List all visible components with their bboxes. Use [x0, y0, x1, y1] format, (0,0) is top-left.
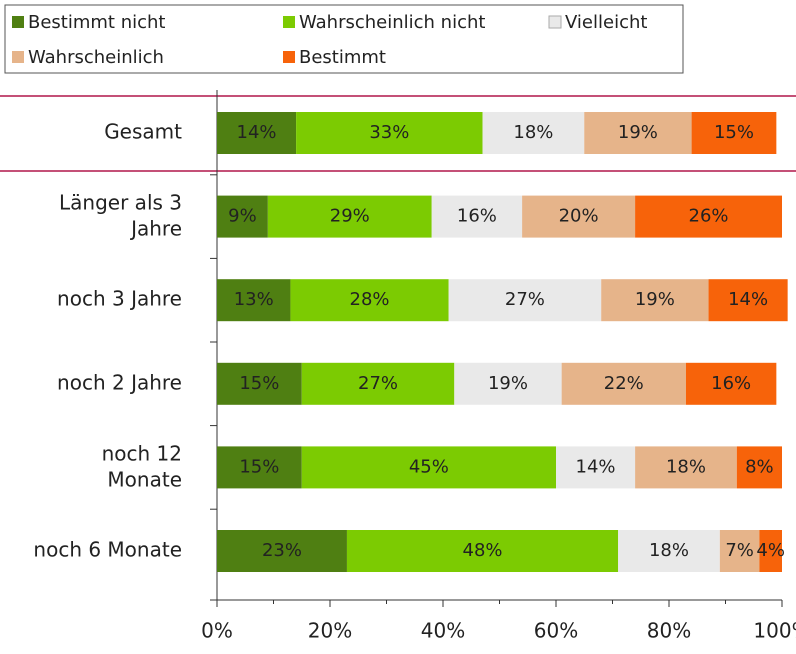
- bar-segment: [618, 530, 720, 572]
- value-label: 27%: [358, 373, 398, 394]
- value-label: 15%: [239, 373, 279, 394]
- bar-segment: [635, 195, 782, 238]
- value-label: 19%: [635, 289, 675, 310]
- bar-segment: [561, 362, 686, 405]
- bar-segment: [736, 446, 782, 489]
- bar-segment: [217, 530, 347, 572]
- bar-segment: [719, 530, 760, 572]
- x-tick-label: 40%: [421, 619, 465, 643]
- bar-segment: [448, 279, 602, 322]
- bar-segment: [601, 279, 709, 322]
- value-label: 9%: [228, 206, 257, 227]
- value-label: 13%: [234, 289, 274, 310]
- value-label: 16%: [711, 373, 751, 394]
- legend-label: Bestimmt nicht: [28, 12, 165, 33]
- value-label: 26%: [689, 206, 729, 227]
- x-tick-label: 60%: [534, 619, 578, 643]
- value-label: 18%: [649, 540, 689, 561]
- bar-segment: [635, 446, 737, 489]
- bar-segment: [301, 446, 556, 489]
- value-label: 4%: [756, 540, 785, 561]
- value-label: 19%: [488, 373, 528, 394]
- value-label: 45%: [409, 456, 449, 477]
- bar-segment: [217, 446, 302, 489]
- category-label: noch 12 Monate: [102, 441, 182, 491]
- category-label: Gesamt: [104, 120, 182, 144]
- value-label: 16%: [457, 206, 497, 227]
- category-label: Länger als 3 Jahre: [59, 190, 182, 240]
- bar-segment: [584, 112, 692, 154]
- value-label: 18%: [666, 456, 706, 477]
- value-label: 28%: [350, 289, 390, 310]
- bar-segment: [522, 195, 636, 238]
- category-label: noch 6 Monate: [33, 538, 182, 562]
- category-label: noch 2 Jahre: [57, 370, 182, 394]
- bar-segment: [454, 362, 562, 405]
- value-label: 19%: [618, 122, 658, 143]
- value-label: 14%: [728, 289, 768, 310]
- bar-segment: [685, 362, 777, 405]
- legend-swatch: [283, 16, 295, 28]
- value-label: 15%: [714, 122, 754, 143]
- legend-label: Bestimmt: [299, 47, 386, 68]
- bar-segment: [708, 279, 788, 322]
- bar-segment: [296, 112, 483, 154]
- value-label: 33%: [369, 122, 409, 143]
- value-label: 7%: [725, 540, 754, 561]
- bar-segment: [217, 279, 291, 322]
- value-label: 15%: [239, 456, 279, 477]
- bar-segment: [431, 195, 523, 238]
- bar-segment: [346, 530, 619, 572]
- bar-segment: [759, 530, 782, 572]
- legend-swatch: [548, 15, 562, 29]
- bar-segment: [217, 362, 302, 405]
- bar-segment: [217, 195, 268, 238]
- value-label: 18%: [513, 122, 553, 143]
- bar-segment: [217, 112, 297, 154]
- bar-segment: [301, 362, 455, 405]
- legend-swatch: [12, 51, 24, 63]
- x-tick-label: 80%: [647, 619, 691, 643]
- x-tick-label: 100%: [753, 619, 796, 643]
- legend-swatch: [283, 51, 295, 63]
- bar-segment: [267, 195, 432, 238]
- value-label: 8%: [745, 456, 774, 477]
- value-label: 20%: [559, 206, 599, 227]
- bar-segment: [691, 112, 777, 154]
- x-tick-label: 0%: [201, 619, 233, 643]
- bar-segment: [290, 279, 449, 322]
- value-label: 14%: [237, 122, 277, 143]
- legend-box: [4, 4, 684, 74]
- bar-segment: [556, 446, 636, 489]
- value-label: 48%: [463, 540, 503, 561]
- legend-label: Wahrscheinlich nicht: [299, 12, 485, 33]
- category-label: noch 3 Jahre: [57, 287, 182, 311]
- value-label: 14%: [576, 456, 616, 477]
- legend-label: Vielleicht: [565, 12, 647, 33]
- value-label: 22%: [604, 373, 644, 394]
- value-label: 27%: [505, 289, 545, 310]
- legend-swatch: [12, 16, 24, 28]
- legend-label: Wahrscheinlich: [28, 47, 164, 68]
- x-tick-label: 20%: [308, 619, 352, 643]
- value-label: 23%: [262, 540, 302, 561]
- bar-segment: [482, 112, 585, 154]
- value-label: 29%: [330, 206, 370, 227]
